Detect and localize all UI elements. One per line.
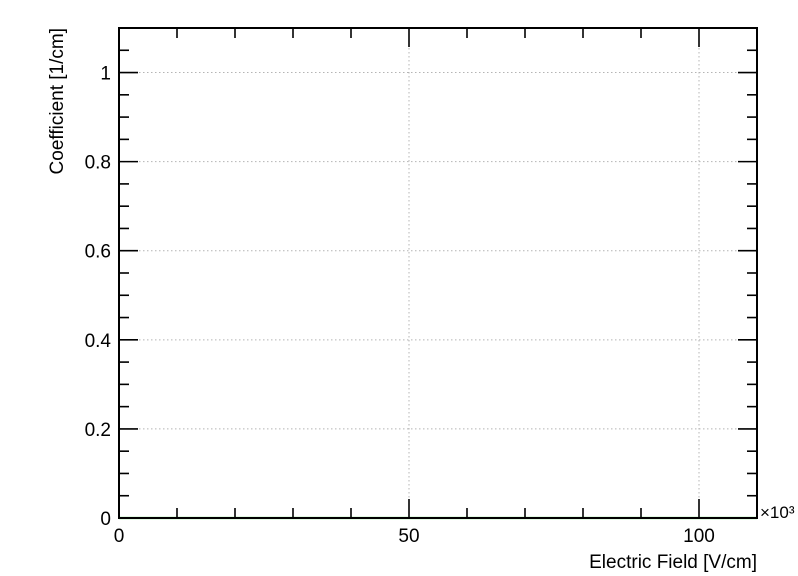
x-tick-label: 100 [683,526,715,547]
y-tick-label: 0 [100,509,111,530]
y-tick-label: 1 [100,64,111,85]
x-tick-label: 50 [398,526,419,547]
y-tick-label: 0.6 [85,242,111,263]
x-axis-multiplier: ×10³ [760,503,795,522]
plot-frame [118,27,758,519]
y-tick-label: 0.8 [85,153,111,174]
x-axis-title: Electric Field [V/cm] [589,552,757,573]
x-tick-label: 0 [114,526,125,547]
tick-labels: 0 50 100 0 0.2 0.4 0.6 0.8 1 [85,64,715,547]
y-axis-title: Coefficient [1/cm] [47,28,68,174]
y-tick-label: 0.4 [85,331,112,352]
grid-lines [119,28,757,518]
y-tick-label: 0.2 [85,420,111,441]
